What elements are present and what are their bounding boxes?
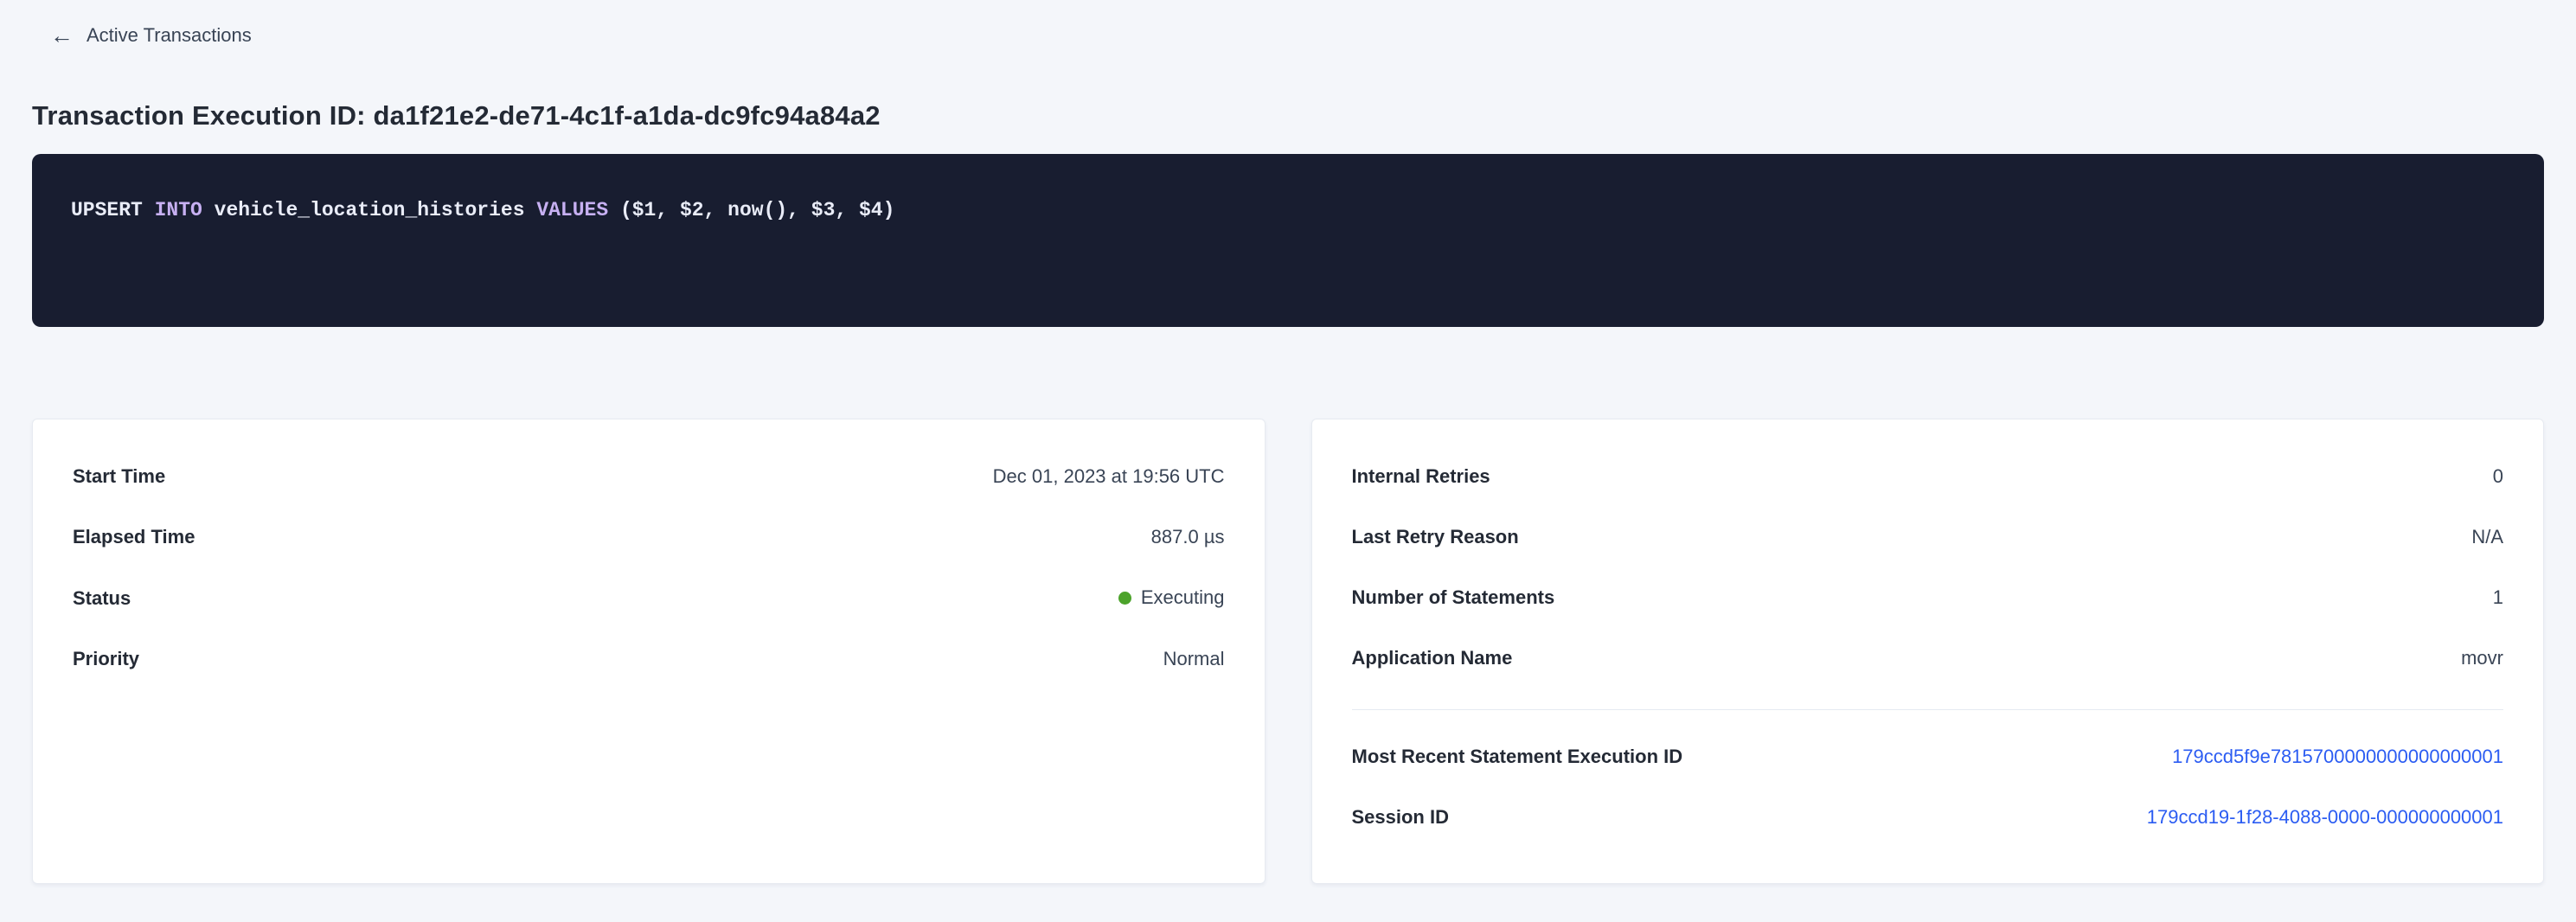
detail-row-last-retry-reason: Last Retry Reason N/A [1352, 525, 2504, 549]
row-value: Dec 01, 2023 at 19:56 UTC [992, 465, 1225, 487]
row-value: Normal [1163, 647, 1225, 669]
page-title: Transaction Execution ID: da1f21e2-de71-… [32, 100, 881, 131]
summary-cards-row: Start Time Dec 01, 2023 at 19:56 UTC Ela… [32, 419, 2544, 884]
back-arrow-icon: ← [50, 22, 74, 48]
row-value: N/A [2471, 526, 2503, 547]
detail-row-statement-execution-id: Most Recent Statement Execution ID 179cc… [1352, 745, 2504, 769]
status-executing-dot-icon [1118, 591, 1131, 605]
row-label: Most Recent Statement Execution ID [1351, 746, 1683, 767]
card-divider [1351, 709, 2503, 710]
row-label: Elapsed Time [73, 526, 195, 547]
detail-row-application-name: Application Name movr [1352, 646, 2504, 670]
back-link-active-transactions[interactable]: ← Active Transactions [50, 22, 252, 48]
sql-token: vehicle_location_histories [202, 199, 537, 221]
detail-row-internal-retries: Internal Retries 0 [1352, 464, 2504, 489]
row-value: 1 [2492, 586, 2503, 608]
sql-token: ($1, $2, now(), $3, $4) [608, 199, 895, 221]
back-row: ← Active Transactions [32, 0, 2544, 48]
row-value: movr [2461, 647, 2503, 669]
row-label: Session ID [1351, 806, 1449, 828]
statement-execution-id-link[interactable]: 179ccd5f9e7815700000000000000001 [2172, 746, 2503, 767]
sql-keyword-token: INTO [154, 199, 202, 221]
row-label: Last Retry Reason [1351, 526, 1519, 547]
sql-statement-box: UPSERT INTO vehicle_location_histories V… [32, 154, 2544, 327]
row-value: 0 [2492, 465, 2503, 487]
row-label: Priority [73, 647, 140, 669]
back-link-label: Active Transactions [87, 24, 252, 46]
sql-keyword-token: VALUES [536, 199, 609, 221]
row-label: Status [73, 586, 131, 609]
detail-row-priority: Priority Normal [73, 647, 1225, 671]
detail-row-number-of-statements: Number of Statements 1 [1352, 586, 2504, 610]
transaction-details-page: ← Active Transactions Transaction Execut… [32, 0, 2544, 884]
detail-row-elapsed-time: Elapsed Time 887.0 µs [73, 525, 1225, 549]
detail-row-session-id: Session ID 179ccd19-1f28-4088-0000-00000… [1352, 805, 2504, 829]
detail-row-start-time: Start Time Dec 01, 2023 at 19:56 UTC [73, 464, 1225, 489]
detail-row-status: Status Executing [73, 586, 1225, 611]
session-id-link[interactable]: 179ccd19-1f28-4088-0000-000000000001 [2146, 806, 2503, 828]
transaction-meta-card: Internal Retries 0 Last Retry Reason N/A… [1310, 419, 2544, 884]
row-value: 887.0 µs [1150, 526, 1225, 547]
status-badge: Executing [1118, 586, 1225, 610]
status-text: Executing [1140, 586, 1225, 608]
row-label: Start Time [73, 465, 166, 487]
row-label: Application Name [1351, 647, 1513, 669]
row-label: Number of Statements [1351, 586, 1555, 608]
sql-token: UPSERT [71, 199, 155, 221]
sql-statement: UPSERT INTO vehicle_location_histories V… [71, 199, 894, 221]
row-label: Internal Retries [1351, 465, 1490, 487]
transaction-timing-card: Start Time Dec 01, 2023 at 19:56 UTC Ela… [32, 419, 1266, 884]
